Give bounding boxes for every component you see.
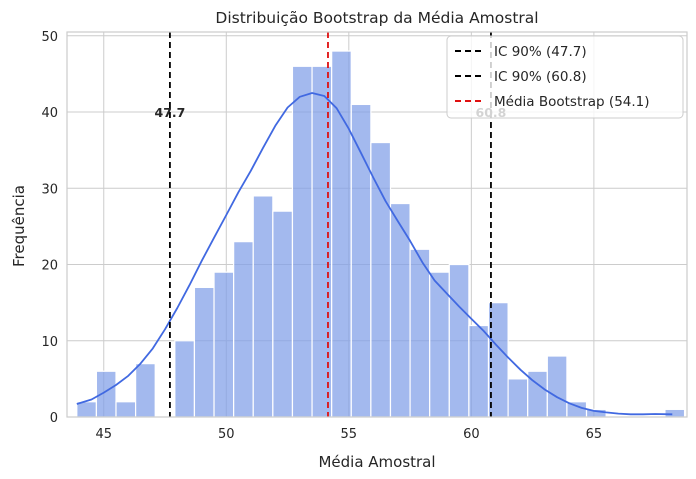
- histogram-bar: [448, 263, 470, 418]
- kde-curve-layer: [76, 92, 673, 416]
- histogram-bar: [507, 378, 529, 418]
- histogram-bar: [213, 271, 235, 418]
- legend-entry-ci-high: IC 90% (60.8): [494, 69, 587, 85]
- y-tick-label: 30: [41, 182, 58, 197]
- histogram-bar: [370, 141, 392, 418]
- legend-entry-mean: Média Bootstrap (54.1): [494, 94, 650, 110]
- x-tick-label: 60: [463, 427, 480, 442]
- y-axis-label: Frequência: [10, 185, 28, 267]
- histogram-bar: [664, 408, 686, 418]
- histogram-bar: [291, 65, 313, 418]
- histogram-bar: [193, 286, 215, 418]
- histogram-bar: [487, 302, 509, 418]
- histogram-bar: [546, 355, 568, 418]
- legend-entry-ci-low: IC 90% (47.7): [494, 44, 587, 60]
- x-axis-label: Média Amostral: [318, 453, 435, 471]
- histogram-bar: [272, 210, 294, 418]
- x-tick-labels: 45 50 55 60 65: [95, 427, 602, 442]
- ci-annotation: 47.7: [155, 105, 186, 120]
- y-tick-labels: 0 10 20 30 40 50: [41, 30, 58, 426]
- y-tick-label: 20: [41, 259, 58, 274]
- y-tick-label: 10: [41, 335, 58, 350]
- x-tick-label: 65: [586, 427, 603, 442]
- histogram-bar: [468, 324, 490, 418]
- legend: IC 90% (47.7) IC 90% (60.8) Média Bootst…: [446, 35, 684, 119]
- x-tick-label: 55: [341, 427, 358, 442]
- x-tick-label: 50: [218, 427, 235, 442]
- legend-box: [446, 35, 684, 119]
- kde-curve: [76, 92, 673, 416]
- y-tick-label: 50: [41, 30, 58, 45]
- histogram-bar: [409, 248, 431, 418]
- histogram-bar: [135, 363, 156, 418]
- plot-frame: [66, 31, 688, 418]
- histogram-bar: [233, 241, 254, 418]
- histogram-bar: [252, 195, 274, 418]
- histogram-bar: [115, 401, 137, 418]
- chart-title: Distribuição Bootstrap da Média Amostral: [215, 9, 538, 27]
- x-tick-label: 45: [95, 427, 112, 442]
- y-tick-label: 0: [50, 411, 58, 426]
- y-tick-label: 40: [41, 106, 58, 121]
- histogram-bar: [174, 340, 196, 418]
